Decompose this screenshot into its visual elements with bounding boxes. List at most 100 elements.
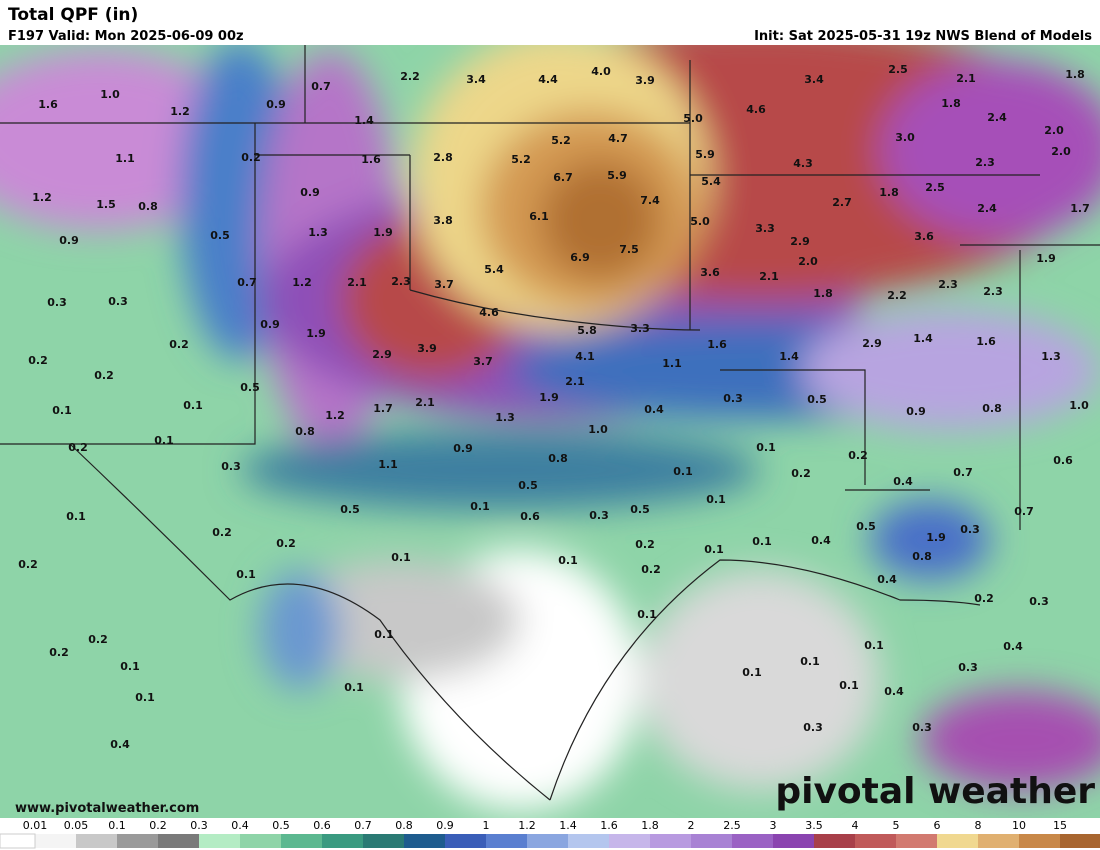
title: Total QPF (in)	[8, 5, 138, 25]
point-value-label: 0.2	[241, 151, 261, 164]
point-value-label: 3.9	[417, 342, 437, 355]
legend-swatch	[609, 834, 650, 848]
point-value-label: 0.1	[864, 639, 884, 652]
point-value-label: 0.2	[974, 592, 994, 605]
legend-swatch	[0, 833, 36, 849]
point-value-label: 0.3	[221, 460, 241, 473]
legend-swatch	[650, 834, 691, 848]
point-value-label: 0.1	[706, 493, 726, 506]
point-value-label: 1.7	[373, 402, 393, 415]
point-value-label: 0.9	[260, 318, 280, 331]
point-value-label: 0.2	[848, 449, 868, 462]
legend-label: 2.5	[723, 819, 741, 832]
point-value-label: 3.6	[914, 230, 934, 243]
legend-swatch	[281, 834, 322, 848]
point-value-label: 5.9	[607, 169, 627, 182]
point-value-label: 2.4	[977, 202, 997, 215]
point-value-label: 4.0	[591, 65, 611, 78]
point-value-label: 0.5	[240, 381, 260, 394]
point-value-label: 1.9	[373, 226, 393, 239]
legend-label: 1.4	[559, 819, 577, 832]
point-value-label: 0.1	[183, 399, 203, 412]
point-value-label: 2.5	[925, 181, 945, 194]
point-value-label: 1.9	[1036, 252, 1056, 265]
point-value-label: 0.4	[1003, 640, 1023, 653]
point-value-label: 3.3	[755, 222, 775, 235]
legend-swatch	[814, 834, 855, 848]
point-value-label: 0.3	[803, 721, 823, 734]
point-value-label: 1.0	[588, 423, 608, 436]
point-value-label: 0.4	[884, 685, 904, 698]
legend-swatch	[732, 834, 773, 848]
legend: 0.01 0.05 0.1 0.2 0.3 0.4 0.5 0.6 0.7 0.8 0.9 1 1.2 1…	[0, 819, 1100, 849]
point-value-label: 0.8	[295, 425, 315, 438]
legend-swatch	[1060, 834, 1100, 848]
legend-label: 0.4	[231, 819, 249, 832]
point-value-label: 0.1	[391, 551, 411, 564]
point-value-label: 1.2	[170, 105, 190, 118]
point-value-label: 0.3	[589, 509, 609, 522]
legend-label: 5	[893, 819, 900, 832]
point-value-label: 4.1	[575, 350, 595, 363]
point-value-label: 0.9	[300, 186, 320, 199]
point-value-label: 3.7	[473, 355, 493, 368]
point-value-label: 0.4	[110, 738, 130, 751]
point-value-label: 6.1	[529, 210, 549, 223]
point-value-label: 0.6	[520, 510, 540, 523]
point-value-label: 1.2	[325, 409, 345, 422]
point-value-label: 0.1	[800, 655, 820, 668]
point-value-label: 0.2	[18, 558, 38, 571]
legend-swatch	[240, 834, 281, 848]
legend-label: 0.1	[108, 819, 126, 832]
point-value-label: 1.2	[32, 191, 52, 204]
point-value-label: 1.9	[306, 327, 326, 340]
point-value-label: 2.7	[832, 196, 852, 209]
point-value-label: 0.1	[752, 535, 772, 548]
point-value-label: 0.4	[893, 475, 913, 488]
legend-swatch	[527, 834, 568, 848]
point-value-label: 3.4	[804, 73, 824, 86]
legend-label: 1.6	[600, 819, 618, 832]
legend-label: 1.2	[518, 819, 536, 832]
point-value-label: 2.4	[987, 111, 1007, 124]
point-value-label: 0.3	[47, 296, 67, 309]
point-value-label: 0.7	[311, 80, 331, 93]
legend-label: 1	[483, 819, 490, 832]
point-value-label: 0.9	[906, 405, 926, 418]
legend-label: 0.5	[272, 819, 290, 832]
point-value-label: 0.9	[59, 234, 79, 247]
point-value-label: 0.5	[210, 229, 230, 242]
point-value-label: 0.2	[94, 369, 114, 382]
point-value-label: 1.4	[913, 332, 933, 345]
point-value-label: 0.1	[742, 666, 762, 679]
legend-swatch	[404, 834, 445, 848]
point-value-label: 0.1	[704, 543, 724, 556]
point-value-label: 5.2	[551, 134, 571, 147]
point-value-label: 2.2	[400, 70, 420, 83]
legend-swatch	[35, 834, 76, 848]
point-value-label: 0.8	[138, 200, 158, 213]
point-value-label: 3.7	[434, 278, 454, 291]
point-value-label: 0.2	[276, 537, 296, 550]
point-value-label: 3.3	[630, 322, 650, 335]
point-value-label: 4.4	[538, 73, 558, 86]
legend-swatch	[199, 834, 240, 848]
point-value-label: 2.0	[1044, 124, 1064, 137]
point-value-label: 2.1	[565, 375, 585, 388]
point-value-label: 0.3	[108, 295, 128, 308]
point-value-label: 1.0	[100, 88, 120, 101]
legend-label: 4	[852, 819, 859, 832]
legend-label: 1.8	[641, 819, 659, 832]
value-labels: 1.6 1.0 1.2 0.9 0.7 1.4 2.2 3.4 4.4 4.0 3.9 5.0 4.6 3…	[18, 63, 1090, 751]
legend-label: 0.8	[395, 819, 413, 832]
point-value-label: 0.4	[877, 573, 897, 586]
valid-time: F197 Valid: Mon 2025-06-09 00z	[8, 29, 244, 44]
point-value-label: 0.1	[344, 681, 364, 694]
point-value-label: 0.3	[723, 392, 743, 405]
point-value-label: 0.1	[637, 608, 657, 621]
legend-label: 3	[770, 819, 777, 832]
point-value-label: 2.1	[415, 396, 435, 409]
point-value-label: 3.0	[895, 131, 915, 144]
legend-label: 0.2	[149, 819, 167, 832]
